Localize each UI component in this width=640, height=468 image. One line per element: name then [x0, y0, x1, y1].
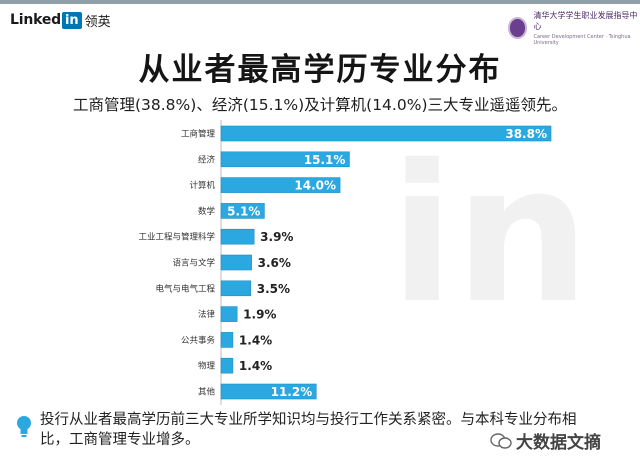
lightbulb-icon: [17, 416, 31, 437]
partner-name-cn: 清华大学学生职业发展指导中心: [533, 11, 638, 31]
watermark: 大数据文摘: [490, 428, 601, 453]
page-subtitle: 工商管理(38.8%)、经济(15.1%)及计算机(14.0%)三大专业遥遥领先…: [72, 96, 567, 114]
value-label: 11.2%: [271, 385, 313, 399]
category-label: 数学: [198, 206, 216, 217]
category-label: 物理: [198, 361, 216, 372]
bar: [220, 254, 252, 271]
bar: [220, 203, 265, 219]
watermark-text: 大数据文摘: [516, 433, 601, 453]
category-label: 计算机: [189, 180, 215, 191]
category-label: 工商管理: [181, 129, 216, 140]
page-title: 从业者最高学历专业分布: [138, 52, 502, 88]
category-label: 语言与文学: [172, 258, 215, 269]
value-label: 38.8%: [505, 127, 547, 141]
value-label: 3.6%: [258, 256, 291, 270]
bar: [220, 125, 552, 142]
value-label: 15.1%: [304, 153, 346, 167]
tsinghua-seal-icon: [508, 17, 528, 39]
logo-word: Linked: [10, 12, 61, 28]
logo-cn: 领英: [84, 14, 111, 30]
bar: [220, 151, 350, 168]
category-label: 电气与电气工程: [155, 283, 215, 294]
partner-name-en: Career Development Center · Tsinghua Uni…: [533, 34, 631, 46]
logo-in-box: in: [61, 11, 82, 29]
value-label: 3.5%: [257, 282, 290, 296]
bar: [220, 357, 234, 374]
tsinghua-logo: 清华大学学生职业发展指导中心 Career Development Center…: [508, 10, 640, 46]
bar: [220, 332, 234, 348]
linkedin-logo: Linked in 领英: [10, 10, 111, 30]
footnote: 投行从业者最高学历前三大专业所学知识均与投行工作关系紧密。与本科专业分布相比，工…: [40, 412, 577, 448]
value-label: 3.9%: [260, 230, 293, 244]
category-label: 工业工程与管理科学: [138, 232, 215, 243]
background-in-mark: in: [390, 124, 590, 345]
category-label: 其他: [198, 387, 216, 398]
category-label: 法律: [198, 309, 216, 320]
value-label: 5.1%: [227, 204, 260, 218]
top-rule: [0, 0, 640, 4]
category-label: 经济: [198, 154, 216, 165]
value-label: 14.0%: [294, 179, 336, 193]
bar: [220, 280, 252, 297]
bar: [220, 228, 255, 245]
wechat-icon: [490, 432, 512, 449]
value-label: 1.4%: [239, 333, 272, 347]
value-label: 1.4%: [239, 359, 272, 373]
value-label: 1.9%: [243, 308, 276, 322]
bar: [220, 177, 341, 193]
bar: [220, 383, 317, 400]
bar: [220, 306, 238, 322]
category-label: 公共事务: [181, 335, 216, 346]
